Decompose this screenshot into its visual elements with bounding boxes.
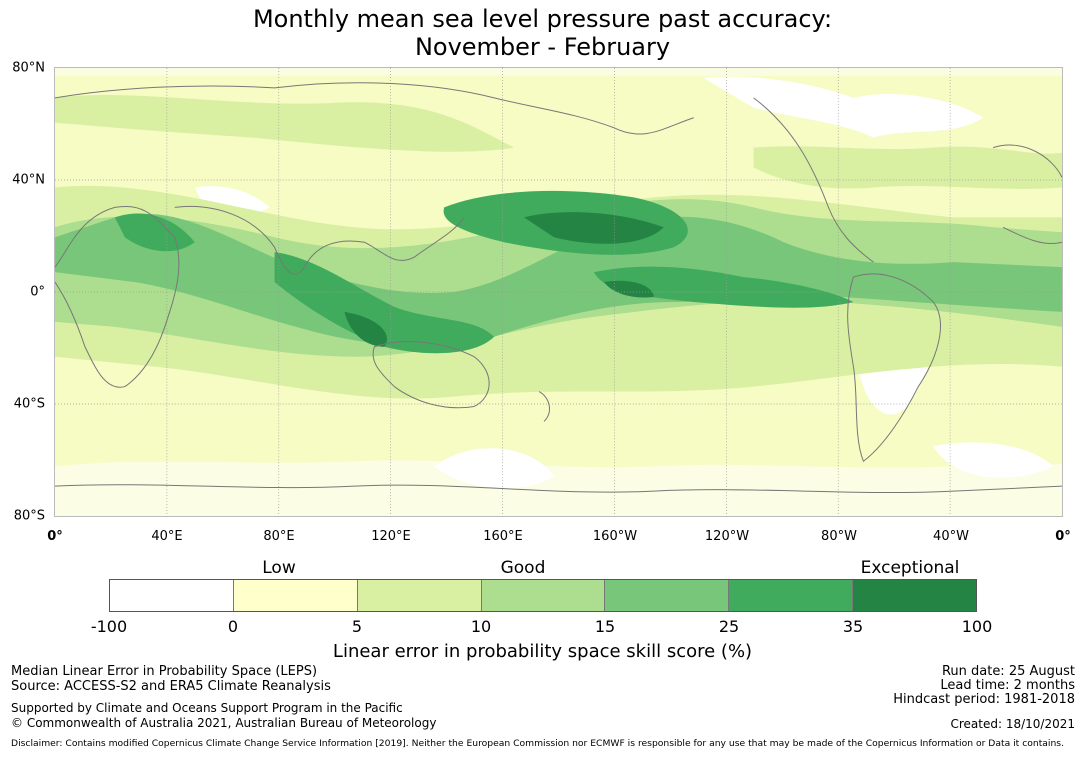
lat-label-40s: 40°S bbox=[13, 396, 45, 412]
colorbar-cell bbox=[605, 580, 730, 611]
lead-time: Lead time: 2 months bbox=[940, 678, 1075, 693]
skill-score-map bbox=[54, 67, 1063, 517]
lat-label-80n: 80°N bbox=[12, 60, 45, 76]
lon-label-120w: 120°W bbox=[704, 529, 750, 544]
disclaimer: Disclaimer: Contains modified Copernicus… bbox=[11, 738, 1065, 749]
colorbar-cell bbox=[110, 580, 234, 611]
hindcast-period: Hindcast period: 1981-2018 bbox=[893, 692, 1075, 707]
run-date: Run date: 25 August bbox=[941, 664, 1075, 679]
lon-label-80w: 80°W bbox=[821, 529, 857, 544]
legend-category-exceptional: Exceptional bbox=[860, 558, 960, 578]
colorbar-title: Linear error in probability space skill … bbox=[332, 641, 753, 662]
coastlines bbox=[55, 82, 1062, 494]
legend-category-low: Low bbox=[262, 558, 296, 578]
colorbar-tick: 15 bbox=[594, 617, 616, 636]
footer-support: Supported by Climate and Oceans Support … bbox=[11, 701, 403, 715]
colorbar-tick: 10 bbox=[470, 617, 492, 636]
chart-title-line1: Monthly mean sea level pressure past acc… bbox=[252, 5, 833, 33]
lon-label-0-east: 0° bbox=[1055, 529, 1071, 544]
footer-source: Source: ACCESS-S2 and ERA5 Climate Reana… bbox=[11, 679, 331, 694]
colorbar-cell bbox=[481, 580, 606, 611]
lat-label-40n: 40°N bbox=[12, 172, 45, 188]
colorbar-tick: 100 bbox=[961, 617, 993, 636]
created-date: Created: 18/10/2021 bbox=[950, 717, 1075, 731]
graticule bbox=[55, 68, 1062, 516]
lon-label-0-west: 0° bbox=[47, 529, 63, 544]
lon-label-80e: 80°E bbox=[263, 529, 295, 544]
lon-label-40e: 40°E bbox=[151, 529, 183, 544]
colorbar-tick: 25 bbox=[718, 617, 740, 636]
lon-label-160e: 160°E bbox=[483, 529, 523, 544]
colorbar bbox=[109, 579, 977, 612]
colorbar-cell bbox=[853, 580, 977, 611]
colorbar-cell bbox=[729, 580, 854, 611]
colorbar-tick: -100 bbox=[90, 617, 128, 636]
lat-label-0: 0° bbox=[30, 284, 45, 300]
colorbar-tick: 5 bbox=[351, 617, 363, 636]
lon-label-160w: 160°W bbox=[592, 529, 638, 544]
lat-label-80s: 80°S bbox=[13, 508, 45, 524]
footer-method: Median Linear Error in Probability Space… bbox=[11, 664, 318, 679]
footer-copyright: © Commonwealth of Australia 2021, Austra… bbox=[11, 716, 437, 730]
colorbar-cell bbox=[233, 580, 358, 611]
chart-title-line2: November - February bbox=[414, 33, 671, 61]
legend-category-good: Good bbox=[500, 558, 546, 578]
colorbar-cell bbox=[357, 580, 482, 611]
lon-label-40w: 40°W bbox=[933, 529, 969, 544]
colorbar-tick: 35 bbox=[842, 617, 864, 636]
lon-label-120e: 120°E bbox=[371, 529, 411, 544]
colorbar-tick: 0 bbox=[227, 617, 239, 636]
